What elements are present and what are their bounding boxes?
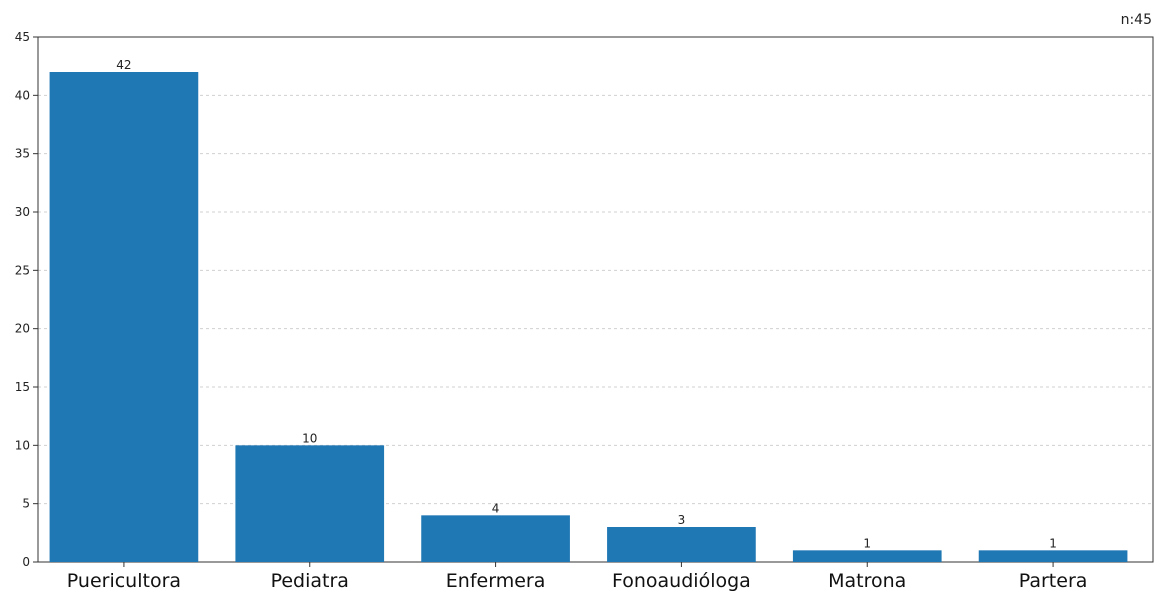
- data-label: 3: [678, 513, 686, 527]
- y-tick-label: 15: [15, 380, 30, 394]
- plot-frame: [37, 36, 1154, 563]
- bar-puericultora: [49, 72, 199, 562]
- data-label: 4: [492, 501, 500, 515]
- x-tick-label: Partera: [1019, 570, 1088, 592]
- y-tick-label: 5: [22, 497, 30, 511]
- x-tick-label: Pediatra: [271, 570, 349, 592]
- y-tick-label: 45: [15, 30, 30, 44]
- bar-partera: [978, 550, 1128, 562]
- x-tick-label: Matrona: [828, 570, 906, 592]
- y-tick-label: 0: [22, 555, 30, 569]
- data-label: 42: [116, 58, 131, 72]
- bar-fonoaudióloga: [607, 527, 756, 562]
- y-tick-label: 10: [15, 438, 30, 452]
- data-label: 10: [302, 431, 317, 445]
- bar-pediatra: [235, 445, 385, 562]
- x-tick-label: Enfermera: [446, 570, 546, 592]
- y-tick-label: 35: [15, 147, 30, 161]
- data-label: 1: [863, 536, 871, 550]
- x-tick-label: Puericultora: [67, 570, 181, 592]
- data-label: 1: [1049, 536, 1057, 550]
- y-tick-label: 30: [15, 205, 30, 219]
- bar-matrona: [792, 550, 942, 562]
- y-tick-label: 40: [15, 88, 30, 102]
- bar-enfermera: [421, 515, 570, 562]
- y-tick-label: 20: [15, 322, 30, 336]
- y-tick-label: 25: [15, 263, 30, 277]
- sample-size-note: n:45: [1120, 12, 1152, 28]
- x-tick-label: Fonoaudióloga: [612, 570, 751, 592]
